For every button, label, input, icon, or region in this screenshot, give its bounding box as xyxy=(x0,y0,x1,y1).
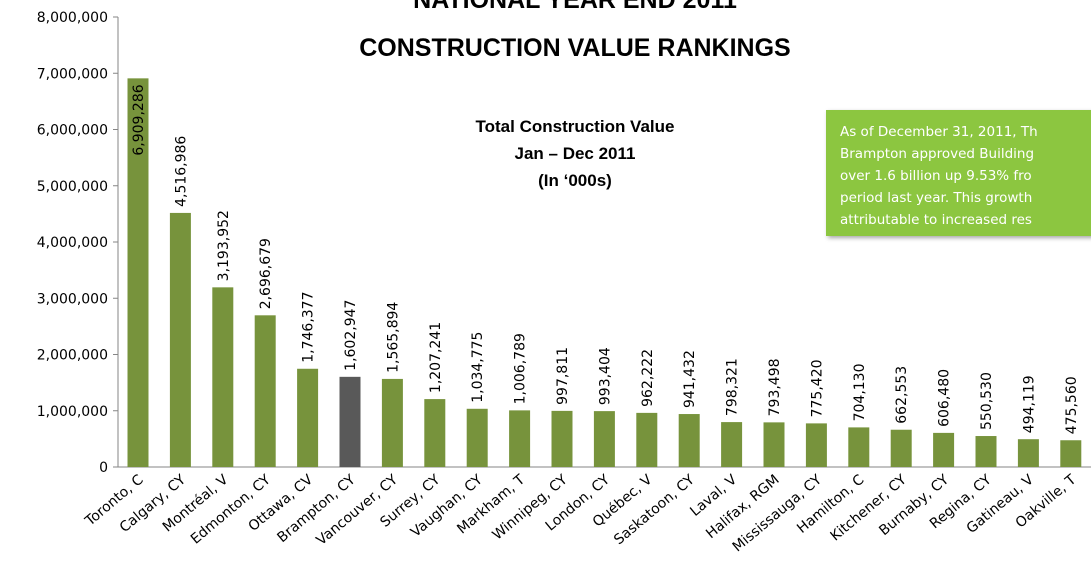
value-label: 1,207,241 xyxy=(428,322,444,393)
bar xyxy=(1060,440,1082,467)
bar xyxy=(466,408,488,467)
bar xyxy=(212,287,234,467)
value-label: 4,516,986 xyxy=(173,136,189,207)
value-label: 475,560 xyxy=(1064,376,1080,434)
value-label: 1,565,894 xyxy=(385,302,401,373)
bar xyxy=(763,422,785,467)
annotation-box xyxy=(826,110,1091,236)
bar xyxy=(636,412,658,467)
subtitle: Total Construction Value xyxy=(476,117,675,136)
bar xyxy=(678,414,700,467)
bar xyxy=(254,315,276,467)
value-label: 962,222 xyxy=(640,349,656,407)
bar xyxy=(127,78,149,467)
annotation: attributable to increased res xyxy=(840,212,1032,228)
value-label: 606,480 xyxy=(937,369,953,427)
bar xyxy=(848,427,870,467)
value-label: 494,119 xyxy=(1021,375,1037,433)
subtitle: Jan – Dec 2011 xyxy=(515,144,636,163)
annotation: period last year. This growth xyxy=(840,190,1032,206)
y-tick-label: 6,000,000 xyxy=(37,123,108,139)
value-label: 1,602,947 xyxy=(343,300,359,371)
value-label: 1,006,789 xyxy=(513,333,529,404)
y-tick-label: 4,000,000 xyxy=(37,235,108,251)
bar xyxy=(339,376,361,467)
bar xyxy=(933,432,955,467)
annotation: Brampton approved Building xyxy=(840,146,1034,162)
y-tick-label: 1,000,000 xyxy=(37,404,108,420)
bar xyxy=(975,436,997,467)
value-label: 1,746,377 xyxy=(301,292,317,363)
bar xyxy=(721,422,743,467)
value-label: 775,420 xyxy=(809,359,825,417)
bar xyxy=(551,410,573,467)
bar xyxy=(805,423,827,467)
value-label: 662,553 xyxy=(894,366,910,424)
bar xyxy=(297,368,319,467)
annotation: over 1.6 billion up 9.53% fro xyxy=(840,168,1032,184)
bar xyxy=(1017,439,1039,467)
bar xyxy=(169,212,191,467)
value-label: 6,909,286 xyxy=(131,84,147,155)
value-label: 704,130 xyxy=(852,363,868,421)
bar xyxy=(381,378,403,467)
y-tick-label: 7,000,000 xyxy=(37,66,108,82)
bar xyxy=(509,410,531,467)
annotation: As of December 31, 2011, Th xyxy=(840,124,1038,140)
chart-title: NATIONAL YEAR END 2011 xyxy=(413,0,737,14)
y-tick-label: 0 xyxy=(99,460,108,476)
value-label: 997,811 xyxy=(555,347,571,405)
value-label: 2,696,679 xyxy=(258,238,274,309)
value-label: 550,530 xyxy=(979,372,995,430)
value-label: 941,432 xyxy=(682,350,698,408)
y-tick-label: 5,000,000 xyxy=(37,179,108,195)
value-label: 3,193,952 xyxy=(216,210,232,281)
chart-title: CONSTRUCTION VALUE RANKINGS xyxy=(359,34,790,62)
bar xyxy=(424,399,446,467)
value-label: 793,498 xyxy=(767,358,783,416)
value-label: 993,404 xyxy=(597,347,613,405)
y-tick-label: 2,000,000 xyxy=(37,348,108,364)
subtitle: (In ‘000s) xyxy=(538,171,612,190)
bar xyxy=(890,429,912,467)
y-tick-label: 8,000,000 xyxy=(37,10,108,26)
value-label: 1,034,775 xyxy=(470,332,486,403)
value-label: 798,321 xyxy=(725,358,741,416)
y-tick-label: 3,000,000 xyxy=(37,291,108,307)
bar xyxy=(593,411,615,467)
